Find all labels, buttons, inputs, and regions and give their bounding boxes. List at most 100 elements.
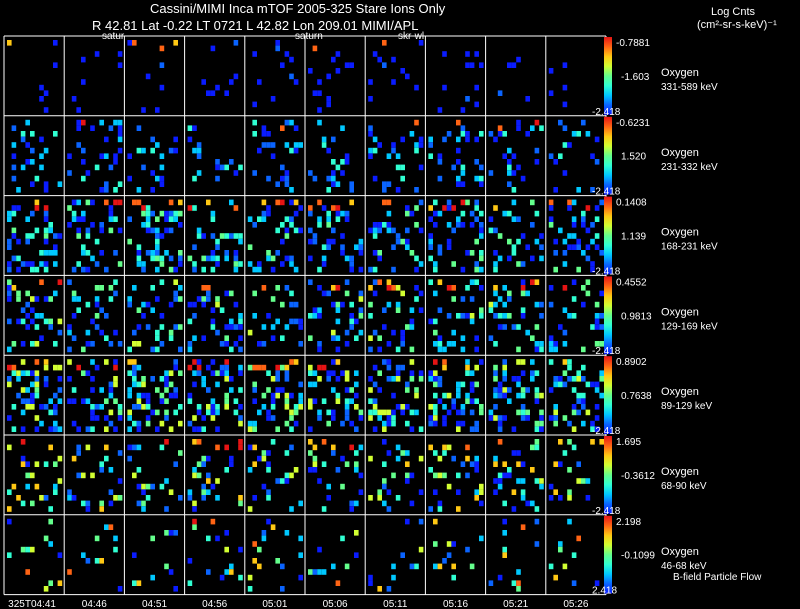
heatmap-cell <box>201 415 206 421</box>
heatmap-cell <box>266 370 271 376</box>
heatmap-cell <box>136 398 142 404</box>
heatmap-cell <box>159 233 165 239</box>
heatmap-cell <box>414 285 419 291</box>
heatmap-cell <box>377 370 382 376</box>
heatmap-cell <box>446 205 452 211</box>
heatmap-cell <box>326 376 331 382</box>
heatmap-cell <box>539 483 544 490</box>
heatmap-cell <box>150 250 155 256</box>
heatmap-cell <box>479 307 484 313</box>
heatmap-cell <box>581 301 586 308</box>
heatmap-cell <box>520 392 526 399</box>
heatmap-cell <box>257 364 262 371</box>
heatmap-cell <box>594 136 600 143</box>
heatmap-cell <box>539 301 544 308</box>
heatmap-cell <box>386 506 392 512</box>
heatmap-cell <box>562 563 568 570</box>
heatmap-cell <box>312 307 318 313</box>
heatmap-cell <box>479 500 484 507</box>
heatmap-cell <box>354 461 359 467</box>
heatmap-cell <box>293 318 299 325</box>
heatmap-cell <box>581 346 586 353</box>
heatmap-cell <box>395 238 401 245</box>
heatmap-cell <box>326 147 331 154</box>
heatmap-cell <box>331 370 336 376</box>
heatmap-cell <box>516 261 521 267</box>
heatmap-cell <box>81 216 86 222</box>
heatmap-cell <box>344 376 350 382</box>
heatmap-cell <box>81 244 86 250</box>
heatmap-cell <box>289 415 294 421</box>
heatmap-cell <box>418 455 424 462</box>
heatmap-cell <box>354 404 359 410</box>
heatmap-cell <box>20 500 26 507</box>
heatmap-cell <box>7 216 12 222</box>
heatmap-cell <box>585 255 591 262</box>
heatmap-cell <box>493 250 498 256</box>
heatmap-cell <box>293 142 299 148</box>
heatmap-cell <box>247 467 253 473</box>
heatmap-cell <box>395 307 401 313</box>
heatmap-cell <box>331 227 336 234</box>
heatmap-cell <box>386 450 392 456</box>
heatmap-cell <box>386 279 392 285</box>
energy-label: 168-231 keV <box>661 242 718 253</box>
heatmap-cell <box>437 153 443 159</box>
heatmap-cell <box>43 364 49 371</box>
heatmap-cell <box>187 205 193 211</box>
heatmap-cell <box>548 90 554 96</box>
colorbar <box>604 116 612 195</box>
heatmap-cell <box>85 266 91 273</box>
heatmap-cell <box>534 238 540 245</box>
heatmap-cell <box>368 147 373 154</box>
heatmap-cell <box>497 574 503 581</box>
heatmap-cell <box>493 415 498 421</box>
heatmap-cell <box>571 313 577 319</box>
heatmap-cell <box>20 136 26 143</box>
heatmap-cell <box>520 307 526 313</box>
heatmap-cell <box>224 164 229 171</box>
heatmap-cell <box>201 376 206 382</box>
time-tick-label: 05:11 <box>383 599 408 609</box>
heatmap-cell <box>206 364 211 371</box>
heatmap-cell <box>571 426 577 432</box>
heatmap-cell <box>229 199 234 206</box>
heatmap-cell <box>117 119 123 126</box>
heatmap-cell <box>168 216 174 222</box>
heatmap-cell <box>224 404 229 410</box>
heatmap-cell <box>326 238 331 245</box>
heatmap-cell <box>104 136 109 143</box>
heatmap-cell <box>289 147 294 154</box>
heatmap-cell <box>43 216 49 222</box>
heatmap-cell <box>516 392 521 399</box>
heatmap-cell <box>497 439 503 445</box>
heatmap-cell <box>308 569 313 575</box>
heatmap-cell <box>437 398 443 404</box>
heatmap-cell <box>261 125 267 131</box>
heatmap-cell <box>247 261 253 267</box>
heatmap-cell <box>206 404 211 410</box>
heatmap-cell <box>229 233 234 239</box>
heatmap-cell <box>530 370 535 376</box>
heatmap-cell <box>90 426 95 432</box>
heatmap-cell <box>34 324 40 330</box>
heatmap-cell <box>210 518 216 525</box>
heatmap-cell <box>479 62 484 68</box>
heatmap-cell <box>99 467 104 473</box>
heatmap-cell <box>525 96 530 102</box>
heatmap-cell <box>196 404 202 410</box>
heatmap-cell <box>340 483 345 490</box>
heatmap-cell <box>497 255 503 262</box>
heatmap-cell <box>548 216 554 222</box>
heatmap-cell <box>382 420 387 427</box>
heatmap-cell <box>34 461 40 467</box>
heatmap-cell <box>7 266 12 273</box>
heatmap-cell <box>25 472 30 479</box>
heatmap-cell <box>340 170 345 176</box>
heatmap-cell <box>233 398 239 404</box>
heatmap-cell <box>270 415 276 421</box>
heatmap-cell <box>298 318 303 325</box>
heatmap-cell <box>335 335 341 341</box>
heatmap-cell <box>312 90 318 96</box>
heatmap-cell <box>238 546 243 553</box>
